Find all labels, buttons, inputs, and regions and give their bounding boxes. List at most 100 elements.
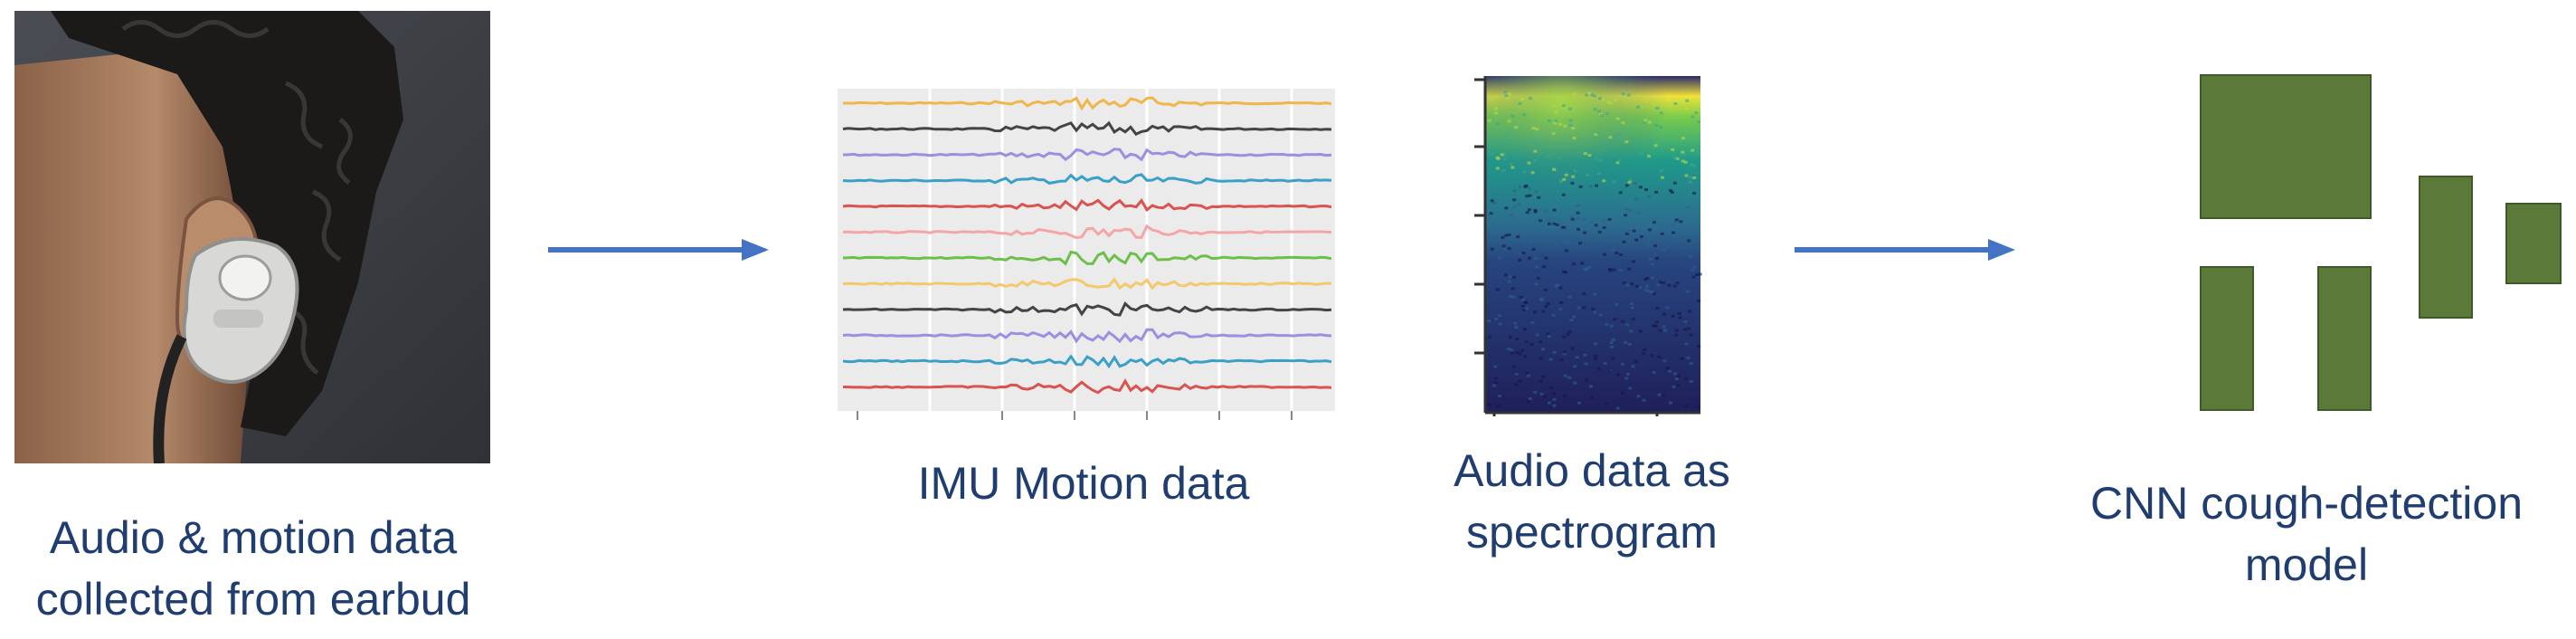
spectrogram-speck <box>1689 163 1693 167</box>
spectrogram-speck <box>1676 238 1681 242</box>
spectrogram-speck <box>1639 151 1643 155</box>
spectrogram-speck <box>1597 110 1601 113</box>
spectrogram-speck <box>1697 120 1701 124</box>
spectrogram-speck <box>1567 295 1572 299</box>
spectrogram-speck <box>1644 188 1648 191</box>
imu-trace <box>842 250 1332 266</box>
spectrogram-speck <box>1674 218 1679 222</box>
spectrogram-speck <box>1507 348 1511 350</box>
spectrogram-speck <box>1683 320 1688 323</box>
spectrogram-speck <box>1509 162 1513 166</box>
spectrogram-speck <box>1665 245 1670 249</box>
spectrogram-speck <box>1515 351 1520 355</box>
spectrogram-speck <box>1653 244 1658 248</box>
spectrogram-speck <box>1562 271 1567 273</box>
spectrogram-speck <box>1692 192 1696 195</box>
spectrogram-speck <box>1685 290 1690 293</box>
spectrogram-speck <box>1618 253 1623 256</box>
spectrogram-speck <box>1661 394 1665 397</box>
spectrogram-speck <box>1665 367 1670 370</box>
spectrogram-speck <box>1647 120 1652 124</box>
cnn-block-tall-2 <box>2317 266 2372 411</box>
spectrogram-speck <box>1526 374 1530 377</box>
spectrogram-speck <box>1488 335 1492 339</box>
spectrogram-speck <box>1544 305 1548 308</box>
spectrogram-speck <box>1525 371 1530 375</box>
spectrogram-svg <box>1474 76 1702 416</box>
spectrogram-speck <box>1501 168 1506 172</box>
spectrogram-speck <box>1684 377 1689 380</box>
spectrogram-speck <box>1654 123 1659 127</box>
earbud-caption-line2: collected from earbud <box>35 574 471 625</box>
spectrogram-speck <box>1662 325 1666 329</box>
spectrogram-speck <box>1554 110 1558 114</box>
spectrogram-speck <box>1511 365 1516 368</box>
spectrogram-speck <box>1625 323 1630 327</box>
spectrogram-speck <box>1684 107 1689 110</box>
spectrogram-speck <box>1576 211 1580 215</box>
imu-trace <box>842 224 1332 240</box>
spectrogram-speck <box>1577 306 1581 310</box>
spectrogram-speck <box>1514 372 1519 376</box>
spectrogram-speck <box>1529 97 1533 100</box>
spectrogram-speck <box>1618 269 1623 272</box>
spectrogram-speck <box>1504 234 1509 237</box>
spectrogram-speck <box>1587 91 1592 95</box>
right-arrow-1 <box>548 234 769 266</box>
spectrogram-speck <box>1682 328 1687 331</box>
spectrogram-speck <box>1523 355 1528 358</box>
spectrogram-speck <box>1657 355 1662 358</box>
spectrogram-speck <box>1568 119 1573 122</box>
spectrogram-speck <box>1546 332 1550 336</box>
spectrogram-speck <box>1490 152 1494 156</box>
spectrogram-speck <box>1493 381 1498 385</box>
spectrogram-speck <box>1558 308 1563 310</box>
spectrogram-speck <box>1621 391 1624 395</box>
spectrogram-speck <box>1692 164 1696 167</box>
spectrogram-speck <box>1525 211 1530 215</box>
spectrogram-speck <box>1695 273 1700 276</box>
spectrogram-speck <box>1654 190 1659 194</box>
spectrogram-speck <box>1638 186 1643 189</box>
spectrogram-speck <box>1518 352 1522 356</box>
spectrogram-speck <box>1673 220 1678 224</box>
spectrogram-speck <box>1643 119 1648 122</box>
spectrogram-speck <box>1671 314 1675 318</box>
spectrogram-speck <box>1576 217 1580 221</box>
imu-plot-svg <box>838 89 1335 420</box>
spectrogram-speck <box>1531 127 1536 130</box>
spectrogram-speck <box>1487 403 1492 406</box>
spectrogram-speck <box>1524 340 1529 344</box>
spectrogram-speck <box>1595 157 1598 160</box>
spectrogram-speck <box>1587 266 1592 270</box>
spectrogram-speck <box>1648 228 1652 232</box>
spectrogram-speck <box>1697 405 1700 409</box>
spectrogram-speck <box>1528 397 1532 400</box>
spectrogram-speck <box>1582 306 1586 310</box>
spectrogram-speck <box>1596 172 1601 176</box>
spectrogram-speck <box>1528 256 1531 260</box>
spectrogram-speck <box>1505 96 1510 100</box>
spectrogram-speck <box>1644 241 1649 243</box>
spectrogram-speck <box>1508 275 1512 279</box>
spectrogram-speck <box>1583 231 1586 234</box>
spectrogram-speck <box>1634 197 1639 201</box>
earbud-cable <box>153 334 187 464</box>
spectrogram-speck <box>1535 128 1539 131</box>
spectrogram-speck <box>1594 224 1598 227</box>
model-caption: CNN cough-detection model <box>2053 472 2560 596</box>
spectrogram-speck <box>1512 198 1517 202</box>
spectrogram-speck <box>1552 392 1556 396</box>
spectrogram-speck <box>1516 235 1520 239</box>
spectrogram-speck <box>1586 173 1589 176</box>
spectrogram-speck <box>1544 256 1548 260</box>
spectrogram-speck <box>1554 119 1558 123</box>
spectrogram-speck <box>1628 209 1633 213</box>
imu-plot <box>829 83 1339 427</box>
spectrogram-speck <box>1602 226 1606 229</box>
spectrogram-speck <box>1638 286 1643 290</box>
right-arrow-2 <box>1795 234 2015 266</box>
spectrogram-speck <box>1668 369 1672 373</box>
spectrogram-speck <box>1639 234 1643 238</box>
right-arrow-icon <box>1795 239 2015 261</box>
